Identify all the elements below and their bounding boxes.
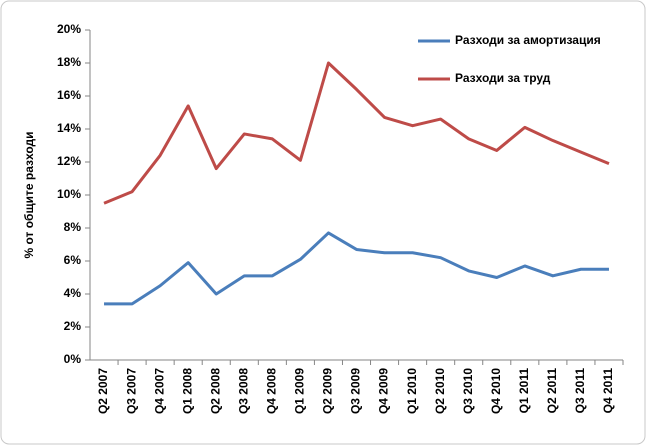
x-tick-label: Q2 2009: [321, 368, 335, 414]
x-tick-label: Q3 2011: [573, 368, 587, 414]
x-tick-label: Q3 2010: [461, 368, 475, 414]
legend-label: Разходи за труд: [455, 71, 551, 85]
y-tick-label: 0%: [64, 352, 82, 366]
x-tick-label: Q2 2010: [433, 368, 447, 414]
y-tick-label: 20%: [57, 22, 81, 36]
y-tick-label: 16%: [57, 88, 81, 102]
series-line: [104, 231, 609, 306]
x-tick-label: Q1 2008: [180, 368, 194, 414]
y-tick-label: 4%: [64, 286, 82, 300]
y-axis-label: % от общите разходи: [22, 131, 36, 258]
x-tick-label: Q3 2008: [236, 368, 250, 414]
x-tick-label: Q4 2009: [377, 368, 391, 414]
y-tick-label: 12%: [57, 154, 81, 168]
y-tick-label: 18%: [57, 55, 81, 69]
x-tick-label: Q4 2008: [265, 368, 279, 414]
x-tick-label: Q4 2010: [489, 368, 503, 414]
x-tick-label: Q3 2007: [124, 368, 138, 414]
y-tick-label: 10%: [57, 187, 81, 201]
series-line: [103, 61, 610, 205]
x-tick-label: Q1 2009: [293, 368, 307, 414]
y-tick-label: 14%: [57, 121, 81, 135]
x-tick-label: Q1 2010: [405, 368, 419, 414]
legend-label: Разходи за амортизация: [455, 33, 601, 47]
x-tick-label: Q4 2007: [152, 368, 166, 414]
x-tick-label: Q2 2008: [208, 368, 222, 414]
y-tick-label: 8%: [64, 220, 82, 234]
x-tick-label: Q3 2009: [349, 368, 363, 414]
y-tick-label: 6%: [64, 253, 82, 267]
x-tick-label: Q4 2011: [601, 368, 615, 414]
x-tick-label: Q2 2011: [545, 368, 559, 414]
y-tick-label: 2%: [64, 319, 82, 333]
x-tick-label: Q1 2011: [517, 368, 531, 414]
x-tick-label: Q2 2007: [96, 368, 110, 414]
